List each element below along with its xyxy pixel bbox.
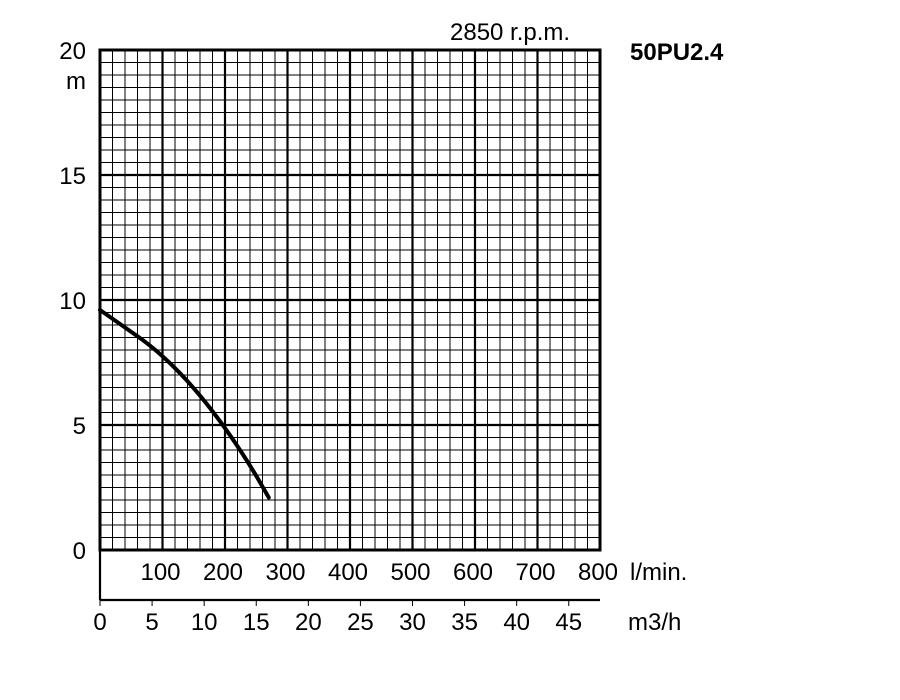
head-curve (98, 308, 271, 500)
x-tick-label-m3h: 10 (191, 609, 218, 636)
x-tick-label-lmin: 500 (390, 559, 430, 586)
x-tick-labels-m3h: 0 5 10 15 20 25 30 35 40 45 (93, 600, 582, 636)
x-axis-label-lmin: l/min. (630, 559, 687, 586)
x-tick-label-m3h: 30 (399, 609, 426, 636)
x-axis-label-m3h: m3/h (628, 609, 681, 636)
x-tick-label-lmin: 400 (328, 559, 368, 586)
x-tick-label-m3h: 20 (295, 609, 322, 636)
x-tick-label-lmin: 600 (453, 559, 493, 586)
x-tick-label-m3h: 40 (503, 609, 530, 636)
chart-grid (100, 50, 600, 550)
x-tick-label-lmin: 100 (140, 559, 180, 586)
chart-title: 50PU2.4 (630, 39, 724, 66)
y-axis-label: m (66, 68, 86, 95)
x-tick-label-m3h: 25 (347, 609, 374, 636)
y-tick-label: 20 (59, 38, 86, 65)
x-tick-label-m3h: 0 (93, 609, 106, 636)
x-tick-label-m3h: 15 (243, 609, 270, 636)
x-tick-labels-lmin: 100 200 300 400 500 600 700 800 (140, 559, 618, 586)
y-tick-label: 10 (59, 288, 86, 315)
x-tick-label-lmin: 200 (203, 559, 243, 586)
y-tick-label: 5 (73, 413, 86, 440)
y-tick-labels: 0 5 10 15 20 (59, 38, 86, 565)
x-tick-label-lmin: 300 (265, 559, 305, 586)
x-tick-label-m3h: 45 (555, 609, 582, 636)
x-tick-label-m3h: 35 (451, 609, 478, 636)
series-group (98, 308, 271, 500)
y-tick-label: 15 (59, 163, 86, 190)
x-tick-label-lmin: 800 (578, 559, 618, 586)
x-tick-label-lmin: 700 (515, 559, 555, 586)
x-tick-label-m3h: 5 (145, 609, 158, 636)
secondary-axis (98, 550, 600, 602)
plot-frame (98, 48, 602, 552)
y-tick-label: 0 (73, 538, 86, 565)
rpm-subtitle: 2850 r.p.m. (450, 19, 570, 46)
